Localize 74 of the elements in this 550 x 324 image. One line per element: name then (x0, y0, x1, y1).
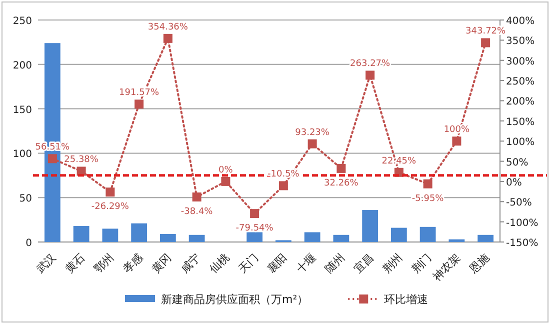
data-label: 0% (218, 165, 234, 176)
data-label: 32.26% (324, 178, 359, 188)
x-tick-label: 武汉 (34, 250, 59, 276)
data-label: 93.23% (295, 128, 330, 138)
y-tick-label: 150 (12, 104, 32, 116)
bar (362, 210, 378, 242)
y2-tick-label: 0% (506, 177, 522, 188)
x-tick-label: 十堰 (294, 250, 318, 276)
y2-tick-label: 100% (506, 137, 535, 148)
data-label: 263.27% (350, 59, 391, 70)
data-label: 191.57% (119, 88, 160, 98)
data-label: -38.4% (180, 206, 214, 217)
y2-tick-label: -100% (506, 218, 538, 229)
point (423, 179, 432, 188)
y2-tick-label: 150% (506, 116, 535, 128)
x-tick-label: 襄阳 (264, 250, 290, 276)
y2-tick-label: -50% (506, 198, 532, 209)
data-label: 354.36% (148, 22, 188, 32)
y-tick-label: 0 (26, 238, 32, 249)
point (192, 192, 202, 202)
x-tick-label: 随州 (322, 250, 348, 276)
point (452, 136, 462, 146)
y-tick-label: 100 (12, 149, 32, 160)
x-tick-label: 孝感 (120, 250, 146, 276)
y2-tick-label: 400% (506, 16, 535, 27)
point (278, 181, 288, 190)
legend-label: 环比增速 (384, 293, 428, 306)
point (336, 164, 346, 173)
x-tick-label: 天门 (236, 250, 261, 276)
y2-tick-label: 50% (506, 157, 528, 168)
x-tick-label: 宜昌 (351, 250, 376, 276)
y-tick-label: 250 (12, 16, 32, 27)
y2-tick-label: 300% (506, 56, 535, 68)
bar (333, 234, 350, 242)
bar (304, 232, 320, 242)
bar (102, 228, 118, 242)
y2-tick-label: 250% (506, 76, 535, 88)
x-tick-label: 荆州 (380, 250, 406, 276)
data-label: -5.95% (412, 194, 444, 204)
x-tick-label: 黄冈 (149, 250, 174, 276)
point (366, 70, 375, 80)
x-tick-label: 鄂州 (92, 250, 116, 276)
point (163, 34, 172, 43)
point (134, 100, 144, 109)
x-tick-label: 黄石 (62, 250, 88, 276)
y-tick-label: 200 (12, 60, 32, 72)
bar (390, 228, 407, 242)
x-tick-label: 仙桃 (207, 250, 232, 276)
y-tick-label: 50 (19, 194, 32, 205)
point (481, 38, 490, 48)
point (221, 176, 230, 186)
data-label: 100% (444, 125, 470, 136)
point (308, 139, 317, 148)
x-tick-label: 恩施 (466, 250, 492, 276)
bar (420, 226, 436, 242)
bar (188, 234, 205, 242)
bar (73, 226, 90, 242)
legend-label: 新建商品房供应面积（万m²） (161, 293, 308, 306)
x-tick-label: 咸宁 (178, 250, 203, 276)
point (106, 188, 115, 197)
y2-tick-label: -150% (506, 238, 538, 249)
point (250, 209, 260, 218)
point (48, 154, 57, 164)
data-label: 22.45% (382, 156, 417, 166)
y2-tick-label: 200% (506, 96, 535, 108)
bar (160, 234, 176, 242)
data-label: -26.29% (91, 202, 130, 212)
data-label: -79.54% (236, 224, 274, 234)
bar (478, 234, 494, 242)
y2-tick-label: 350% (506, 36, 535, 48)
bar (246, 232, 263, 242)
data-label: 25.38% (64, 155, 99, 166)
bar (131, 223, 148, 242)
bar (448, 239, 465, 242)
